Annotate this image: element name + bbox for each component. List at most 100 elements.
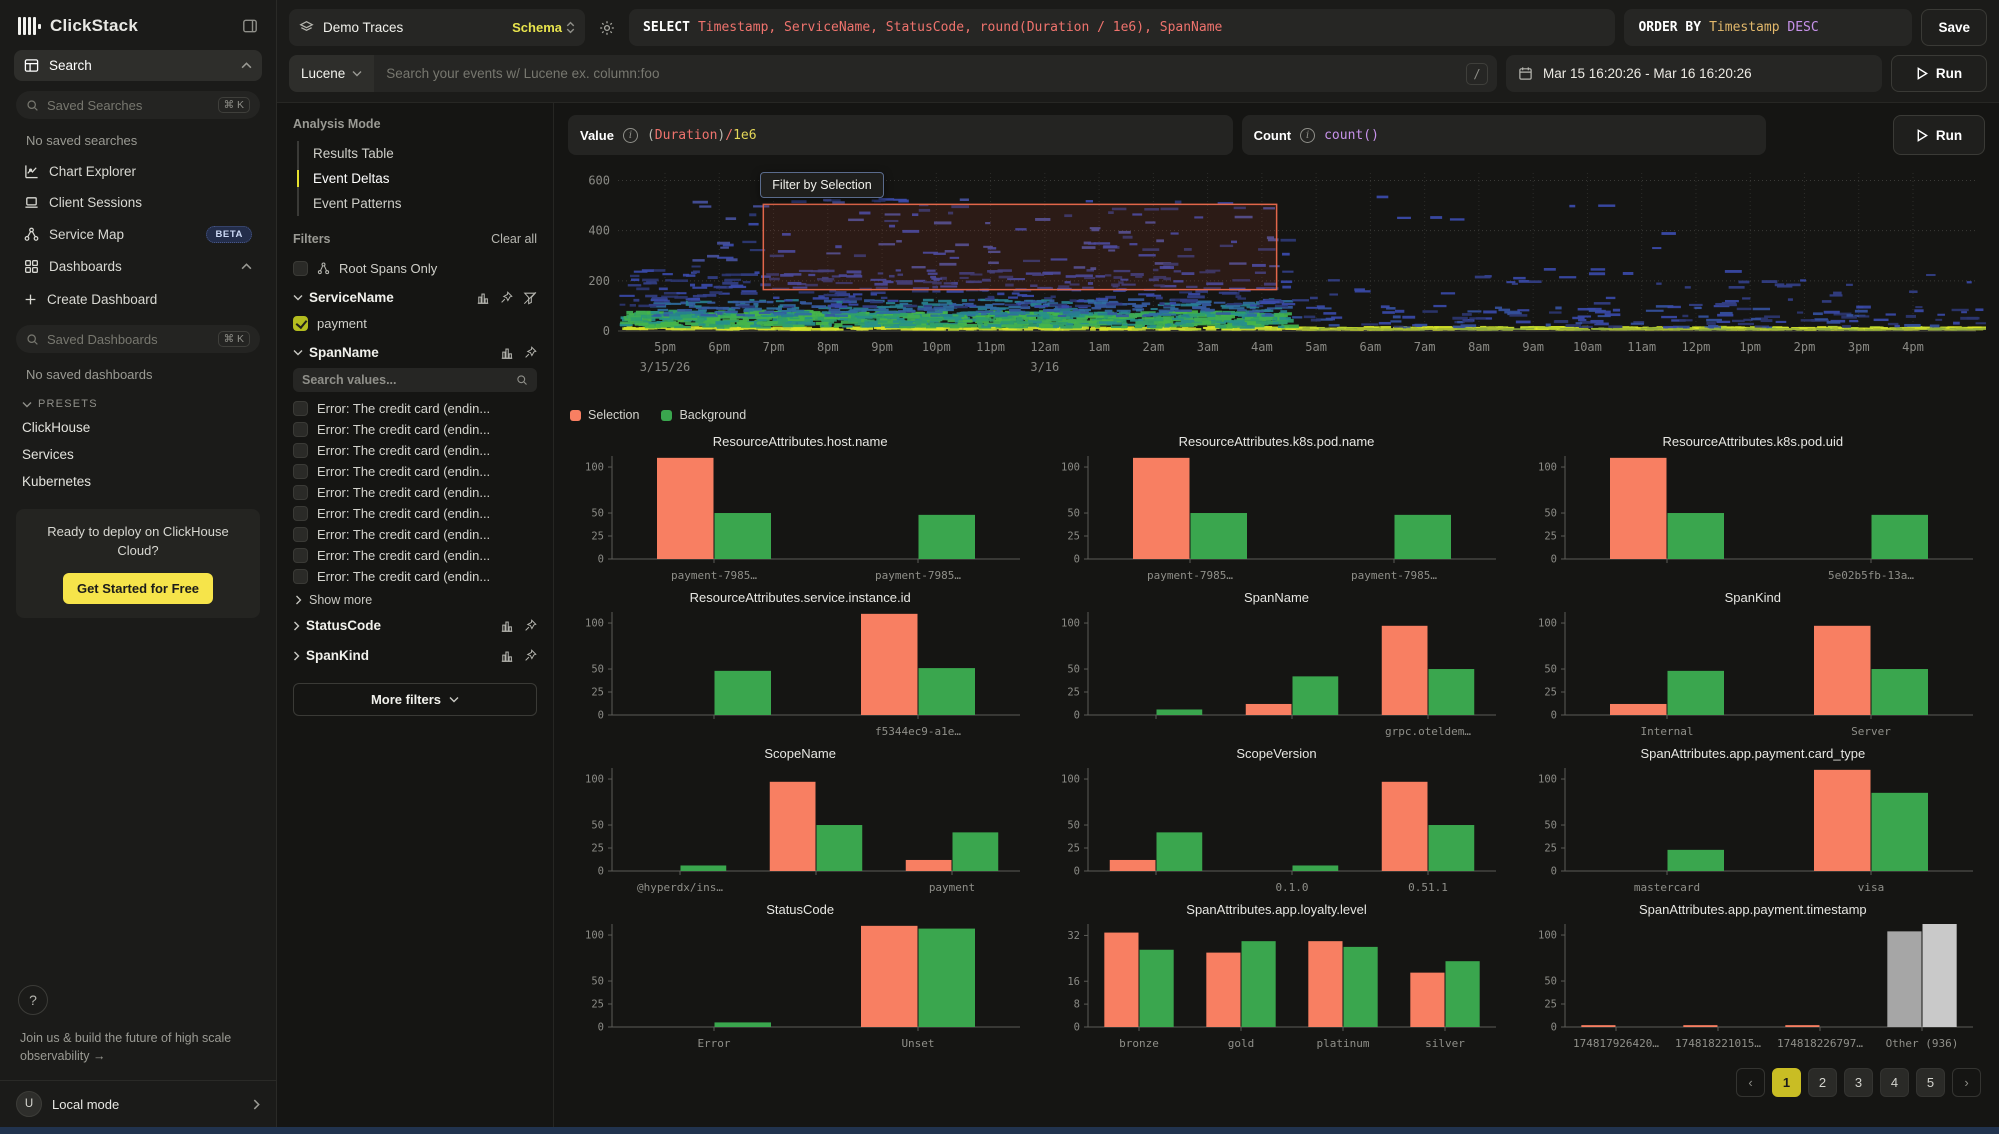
filter-value-row[interactable]: Error: The credit card (endin...	[293, 419, 537, 440]
more-filters-button[interactable]: More filters	[293, 683, 537, 716]
svg-text:50: 50	[1068, 820, 1081, 832]
filter-value-row[interactable]: Error: The credit card (endin...	[293, 461, 537, 482]
value-checkbox[interactable]	[293, 422, 308, 437]
page-button-1[interactable]: 1	[1772, 1068, 1801, 1097]
source-settings-button[interactable]	[594, 9, 620, 46]
get-started-button[interactable]: Get Started for Free	[62, 572, 214, 604]
bar-chart-icon[interactable]	[476, 291, 490, 305]
local-mode-footer[interactable]: U Local mode	[0, 1080, 276, 1127]
create-dashboard-button[interactable]: Create Dashboard	[14, 282, 262, 315]
more-filters-label: More filters	[370, 692, 442, 707]
page-button-3[interactable]: 3	[1844, 1068, 1873, 1097]
page-button-5[interactable]: 5	[1916, 1068, 1945, 1097]
clear-all-link[interactable]: Clear all	[491, 232, 537, 246]
filter-value-row[interactable]: Error: The credit card (endin...	[293, 503, 537, 524]
svg-text:0: 0	[1550, 710, 1556, 722]
bar-chart-icon[interactable]	[500, 649, 514, 663]
save-button[interactable]: Save	[1921, 9, 1987, 46]
bar-chart-icon[interactable]	[500, 346, 514, 360]
value-checkbox[interactable]	[293, 443, 308, 458]
value-expression-input[interactable]: Value i (Duration)/1e6	[568, 115, 1233, 155]
help-button[interactable]: ?	[18, 984, 48, 1015]
filter-section-spankind[interactable]: SpanKind	[293, 639, 537, 669]
delta-chart: ResourceAttributes.host.name 0 25 50 100 paym…	[568, 434, 1032, 588]
filter-by-selection-button[interactable]: Filter by Selection	[760, 172, 884, 199]
order-by-input[interactable]: ORDER BY Timestamp DESC	[1624, 9, 1913, 46]
filter-value-row[interactable]: Error: The credit card (endin...	[293, 482, 537, 503]
bar-chart-svg: 0 25 50 100 grpc.oteldem…	[1061, 612, 1497, 738]
bar-chart-icon[interactable]	[500, 619, 514, 633]
spanname-search-input[interactable]	[302, 373, 516, 387]
next-page-button[interactable]: ›	[1952, 1068, 1981, 1097]
mode-event-patterns[interactable]: Event Patterns	[313, 196, 402, 211]
root-spans-checkbox[interactable]	[293, 261, 308, 276]
mode-results-table[interactable]: Results Table	[313, 146, 394, 161]
table-icon	[24, 59, 39, 72]
page-button-4[interactable]: 4	[1880, 1068, 1909, 1097]
filter-value-row[interactable]: Error: The credit card (endin...	[293, 566, 537, 587]
value-label: Error: The credit card (endin...	[317, 506, 491, 521]
preset-services[interactable]: Services	[22, 447, 74, 462]
filter-section-spanname[interactable]: SpanName	[293, 336, 537, 366]
value-label: Error: The credit card (endin...	[317, 422, 491, 437]
saved-searches-search[interactable]: ⌘ K	[16, 91, 260, 119]
chart-run-button[interactable]: Run	[1893, 115, 1985, 155]
bar-chart-svg: 0 25 50 100 f5344ec9-a1e…	[585, 612, 1020, 738]
sidebar-item-dashboards[interactable]: Dashboards	[14, 251, 262, 282]
svg-text:0.1.0: 0.1.0	[1276, 881, 1309, 894]
value-expression: (Duration)/1e6	[646, 127, 757, 143]
filter-value-row[interactable]: Error: The credit card (endin...	[293, 545, 537, 566]
saved-dashboards-search[interactable]: ⌘ K	[16, 325, 260, 353]
value-checkbox[interactable]	[293, 464, 308, 479]
value-checkbox[interactable]	[293, 527, 308, 542]
saved-searches-input[interactable]	[47, 97, 210, 113]
value-checkbox[interactable]	[293, 485, 308, 500]
value-checkbox[interactable]	[293, 548, 308, 563]
collapse-sidebar-icon[interactable]	[242, 18, 258, 34]
query-language-select[interactable]: Lucene	[289, 55, 375, 92]
bottom-edge-strip	[0, 1127, 1999, 1134]
run-button[interactable]: Run	[1891, 55, 1987, 92]
sidebar-item-client-sessions[interactable]: Client Sessions	[14, 187, 262, 218]
schema-select[interactable]: Schema	[512, 20, 575, 35]
value-checkbox[interactable]	[293, 506, 308, 521]
svg-text:payment: payment	[929, 881, 975, 894]
filter-section-statuscode[interactable]: StatusCode	[293, 609, 537, 639]
preset-kubernetes[interactable]: Kubernetes	[22, 474, 92, 489]
value-checkbox[interactable]	[293, 401, 308, 416]
mode-event-deltas[interactable]: Event Deltas	[297, 166, 537, 191]
filter-value-row[interactable]: Error: The credit card (endin...	[293, 398, 537, 419]
filter-value-payment[interactable]: payment	[293, 311, 537, 336]
saved-dashboards-input[interactable]	[47, 331, 210, 347]
join-us-text[interactable]: Join us & build the future of high scale…	[20, 1030, 232, 1064]
root-spans-only-row[interactable]: Root Spans Only	[293, 256, 537, 281]
event-search-input[interactable]	[374, 66, 1466, 81]
filter-value-row[interactable]: Error: The credit card (endin...	[293, 524, 537, 545]
filter-section-servicename[interactable]: ServiceName	[293, 281, 537, 311]
presets-header[interactable]: PRESETS	[14, 390, 262, 414]
spanname-search[interactable]	[293, 368, 537, 392]
pin-icon[interactable]	[500, 290, 513, 304]
filter-off-icon[interactable]	[523, 291, 537, 305]
pin-icon[interactable]	[524, 618, 537, 632]
filter-value-row[interactable]: Error: The credit card (endin...	[293, 440, 537, 461]
page-button-2[interactable]: 2	[1808, 1068, 1837, 1097]
pin-icon[interactable]	[524, 648, 537, 662]
payment-checkbox[interactable]	[293, 316, 308, 331]
value-label: Error: The credit card (endin...	[317, 464, 491, 479]
sidebar-item-search[interactable]: Search	[14, 50, 262, 81]
sidebar-item-service-map[interactable]: Service Map BETA	[14, 218, 262, 251]
preset-clickhouse[interactable]: ClickHouse	[22, 420, 91, 435]
source-selector[interactable]: Demo Traces Schema	[289, 9, 585, 46]
pin-icon[interactable]	[524, 345, 537, 359]
sidebar-item-chart-explorer[interactable]: Chart Explorer	[14, 156, 262, 187]
event-deltas-heatmap[interactable]: 5pm 6pm 7pm 8pm 9pm 10pm 11pm 12am 1am 2am 3am 4am 5…	[568, 165, 1994, 397]
time-range-picker[interactable]: Mar 15 16:20:26 - Mar 16 16:20:26	[1506, 55, 1882, 92]
selection-rectangle[interactable]	[762, 203, 1278, 291]
prev-page-button[interactable]: ‹	[1736, 1068, 1765, 1097]
select-query-input[interactable]: SELECT Timestamp, ServiceName, StatusCod…	[629, 9, 1616, 46]
show-more-link[interactable]: Show more	[293, 587, 537, 609]
chart-title: ResourceAttributes.service.instance.id	[689, 590, 911, 605]
count-expression-input[interactable]: Count i count()	[1241, 115, 1766, 155]
value-checkbox[interactable]	[293, 569, 308, 584]
